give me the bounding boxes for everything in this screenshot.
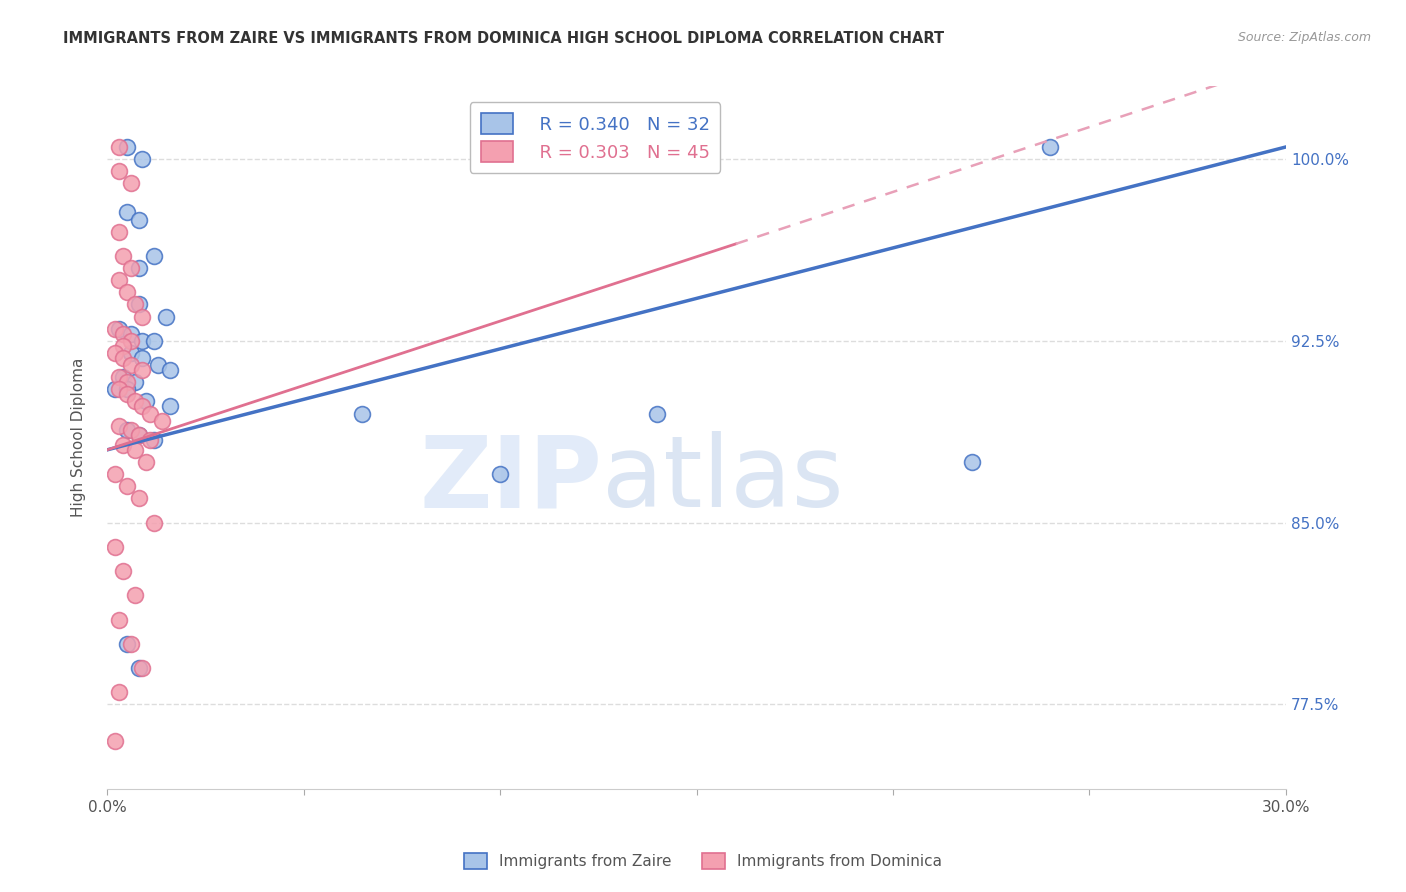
Point <box>150 414 173 428</box>
Point <box>159 399 181 413</box>
Point <box>120 261 142 276</box>
Point <box>115 387 138 401</box>
Point <box>131 351 153 365</box>
Point <box>104 733 127 747</box>
Point <box>128 428 150 442</box>
Point <box>108 273 131 287</box>
Point <box>111 351 134 365</box>
Point <box>135 455 157 469</box>
Point <box>115 637 138 651</box>
Point <box>489 467 512 482</box>
Point <box>108 140 131 154</box>
Point <box>111 564 134 578</box>
Point <box>124 375 146 389</box>
Point <box>108 685 131 699</box>
Point <box>143 334 166 348</box>
Point <box>104 467 127 482</box>
Point <box>155 310 177 324</box>
Point <box>139 407 162 421</box>
Point <box>143 433 166 447</box>
Point <box>135 394 157 409</box>
Point <box>104 382 127 396</box>
Point <box>1039 140 1062 154</box>
Point <box>645 407 668 421</box>
Point <box>128 661 150 675</box>
Point <box>143 516 166 530</box>
Point <box>108 613 131 627</box>
Point <box>131 363 153 377</box>
Point <box>111 370 134 384</box>
Point <box>108 382 131 396</box>
Point <box>120 346 142 360</box>
Point <box>128 261 150 276</box>
Point <box>146 358 169 372</box>
Text: ZIP: ZIP <box>419 432 602 528</box>
Text: Source: ZipAtlas.com: Source: ZipAtlas.com <box>1237 31 1371 45</box>
Point <box>128 212 150 227</box>
Point <box>352 407 374 421</box>
Legend:   R = 0.340   N = 32,   R = 0.303   N = 45: R = 0.340 N = 32, R = 0.303 N = 45 <box>470 103 720 173</box>
Point <box>128 491 150 506</box>
Point <box>124 394 146 409</box>
Point <box>104 346 127 360</box>
Point <box>111 249 134 263</box>
Point <box>131 152 153 166</box>
Point <box>108 370 131 384</box>
Point <box>111 326 134 341</box>
Point <box>115 205 138 219</box>
Point <box>131 399 153 413</box>
Point <box>115 479 138 493</box>
Point <box>131 334 153 348</box>
Point <box>120 637 142 651</box>
Point <box>108 418 131 433</box>
Y-axis label: High School Diploma: High School Diploma <box>72 358 86 517</box>
Point <box>120 326 142 341</box>
Point <box>143 249 166 263</box>
Point <box>115 140 138 154</box>
Point <box>159 363 181 377</box>
Text: IMMIGRANTS FROM ZAIRE VS IMMIGRANTS FROM DOMINICA HIGH SCHOOL DIPLOMA CORRELATIO: IMMIGRANTS FROM ZAIRE VS IMMIGRANTS FROM… <box>63 31 945 46</box>
Point <box>115 424 138 438</box>
Point <box>104 321 127 335</box>
Point <box>115 375 138 389</box>
Point <box>120 424 142 438</box>
Text: atlas: atlas <box>602 432 844 528</box>
Point <box>139 433 162 447</box>
Point <box>115 285 138 300</box>
Point <box>108 164 131 178</box>
Point <box>111 339 134 353</box>
Point <box>124 442 146 457</box>
Point <box>108 321 131 335</box>
Point <box>124 588 146 602</box>
Point <box>120 358 142 372</box>
Point <box>128 428 150 442</box>
Point <box>128 297 150 311</box>
Point <box>131 310 153 324</box>
Point <box>131 661 153 675</box>
Point <box>111 438 134 452</box>
Point <box>104 540 127 554</box>
Legend: Immigrants from Zaire, Immigrants from Dominica: Immigrants from Zaire, Immigrants from D… <box>458 847 948 875</box>
Point <box>108 225 131 239</box>
Point <box>120 176 142 190</box>
Point <box>120 334 142 348</box>
Point <box>115 382 138 396</box>
Point <box>960 455 983 469</box>
Point <box>124 297 146 311</box>
